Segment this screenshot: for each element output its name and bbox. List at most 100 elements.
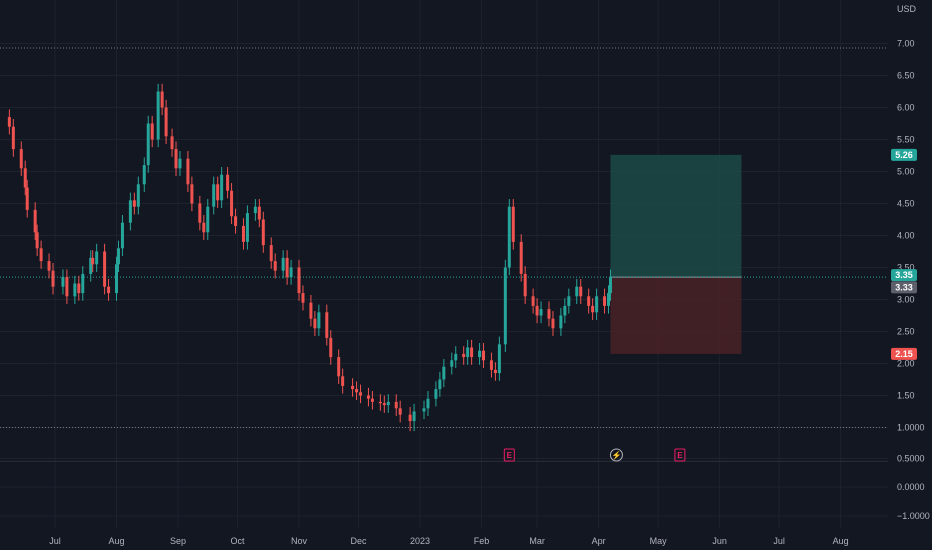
y-tick-label: 6.50 [897,71,915,81]
y-tick-label: 2.50 [897,327,915,337]
candle-body [156,91,160,140]
candle [523,266,527,304]
x-tick-label: Nov [291,536,308,546]
candle-body [329,337,333,358]
y-tick-label: 0.0000 [897,482,925,492]
candle-body [317,312,321,329]
candle-body [559,315,563,329]
x-tick-label: Mar [529,536,545,546]
candle [482,343,486,368]
candle [120,215,124,256]
candle [289,259,293,285]
candle-body [170,136,174,150]
badge-bg [891,148,917,161]
candle-body [120,222,124,249]
candle [23,160,27,196]
candle [245,205,249,250]
candle [206,199,210,240]
candle-body [497,344,501,374]
price-badge-last: 3.35 [891,269,917,282]
x-tick-label: Dec [351,536,368,546]
event-label: ⚡ [611,450,621,460]
currency-label: USD [897,4,917,14]
y-tick-label: −1.0000 [897,511,930,521]
candle [470,339,474,365]
stop-zone[interactable] [610,277,742,354]
candle [107,279,111,301]
candle-body [285,257,289,278]
candle-body [547,309,551,319]
event-earnings-upcoming-icon[interactable]: E [674,448,686,462]
candle-body [489,360,493,370]
candle [7,109,11,135]
candle-body [309,302,313,319]
candle-body [89,257,93,274]
candle [51,263,55,295]
candle [579,279,583,304]
candle-body [297,267,301,294]
candle-body [531,296,535,306]
price-badge-entry: 3.33 [891,281,917,294]
candle-body [115,264,118,294]
x-tick-label: Aug [833,536,849,546]
candle-body [103,251,107,287]
y-tick-label: 7.00 [897,39,915,49]
candle [438,371,442,397]
candle-body [412,411,416,422]
candle-body [39,248,43,262]
candle [567,288,571,314]
candle [33,202,37,240]
candle-body [281,257,285,271]
candle-body [241,225,245,242]
candle [422,400,426,420]
candle-body [351,385,355,390]
candle-body [462,353,466,358]
candle [351,378,355,397]
event-box [674,448,686,462]
x-tick-label: Jul [773,536,785,546]
candle [412,403,416,432]
candle [563,298,567,324]
candle [325,304,329,346]
event-markers[interactable]: E ⚡ E [503,448,686,462]
candle [269,237,273,269]
candle-body [33,209,37,233]
candle [434,381,438,407]
event-earnings-past-icon[interactable]: E [503,448,515,462]
target-zone[interactable] [610,154,742,278]
candle-body [136,184,140,207]
candle [150,115,154,148]
candle-body [301,293,305,303]
candle-body [61,277,65,287]
candle-body [567,296,571,306]
candle-body [607,293,610,306]
candle-body [579,286,583,297]
candle [257,199,261,228]
candle-body [442,366,446,380]
candle-body [608,277,612,294]
candle-body [25,187,29,210]
candle-body [257,206,261,220]
event-dividend-icon[interactable]: ⚡ [609,448,623,462]
candle-body [378,401,382,404]
candle [297,259,301,301]
candle [234,208,238,234]
candle-body [503,267,507,345]
candle-body [174,149,178,169]
candle-body [186,158,190,185]
candle-body [408,414,412,422]
event-label: E [677,451,683,460]
long-position-tool[interactable] [610,154,742,354]
candle [394,394,398,416]
x-tick-label: Jul [49,536,61,546]
candle-body [507,206,511,268]
badge-bg [891,347,917,360]
candle-body [394,401,398,409]
candle [370,391,374,410]
candle [142,157,146,192]
candle [507,199,511,276]
candle [103,243,107,295]
